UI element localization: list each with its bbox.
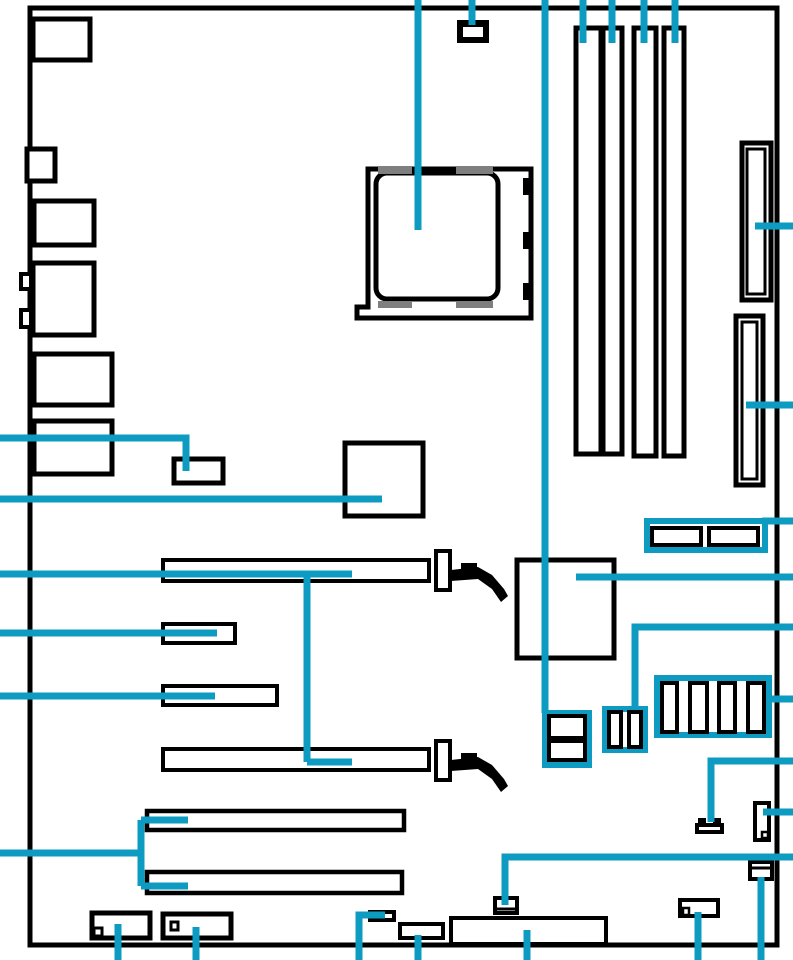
callout-small-chip [0,434,190,471]
panel-jumper-pin-a [698,818,706,825]
ide-connector-inner [740,320,759,481]
sata-connector-1 [650,526,703,547]
pcie-x16-slot-2-latch [434,739,452,782]
dimm-slot-3 [631,25,659,459]
rear-io-port-1 [30,16,93,63]
atx-power-connector-inner [745,147,767,296]
bottom-header-left-1-key [92,926,104,938]
latch-hook-wire-2 [451,757,508,792]
rear-io-port-5 [31,351,115,408]
board-artwork [19,5,780,948]
latch-hook-cap-2 [461,753,477,762]
rear-io-port-6 [31,418,115,477]
small-chip [171,456,226,486]
rear-io-port-3 [31,198,97,248]
highlight-boxes [542,518,772,768]
cpu-socket-clip-2 [523,232,533,249]
pcie-x16-slot-2-latch-hook [451,753,508,792]
sata-connector-2 [707,526,760,547]
quad-header-1 [660,681,679,734]
panel-jumper-pin-b [713,818,721,825]
cpu-fan-header-slot [463,27,483,37]
two-part-connector-right [748,860,774,881]
dimm-slot-2 [600,25,625,457]
southbridge-chip [514,557,617,661]
usb-header-1 [607,710,623,749]
callout-pcie-x16-slots [0,570,352,766]
callout-panel-jumper [707,757,793,822]
pcie-x16-slot-1-latch [434,549,452,592]
latch-hook-cap-1 [461,563,477,572]
cpu-socket-pad-tl [378,167,412,174]
cpu-socket-pad-tr [456,167,493,174]
bottom-header-right-key [681,906,691,917]
callout-usb-header-pair [631,623,793,706]
panel-jumper [695,823,724,834]
callout-bottom-connector-small [355,911,385,960]
dimm-slot-4 [661,25,687,459]
ide-connector [733,313,766,488]
rear-io-port-4-tab-b [19,308,33,329]
side-header-vertical-key [760,830,770,840]
cpu-socket-clip-3 [523,283,533,300]
cpu-socket-pad-br [456,301,493,308]
callout-clear-cmos [501,853,793,905]
quad-header-2 [688,681,709,734]
quad-header-4 [746,681,766,734]
callout-pci-slots [0,816,188,890]
northbridge-chip [342,440,426,519]
rear-io-port-4 [30,260,97,338]
cpu-socket-clip-1 [523,178,533,195]
cpu-socket-pad-bl [378,301,412,308]
dimm-slot-1 [573,25,604,457]
cpu-die [373,170,501,302]
rear-io-port-2 [24,146,58,184]
pcie-x16-slot-2 [161,747,431,772]
front-panel-header-divider [549,736,585,743]
latch-hook-wire-1 [451,567,508,602]
pcie-x16-slot-1-latch-hook [451,563,508,602]
bottom-header-left-2-key [169,920,180,932]
quad-header-3 [717,681,737,734]
usb-header-2 [627,710,643,749]
rear-io-port-4-tab-a [19,272,33,291]
